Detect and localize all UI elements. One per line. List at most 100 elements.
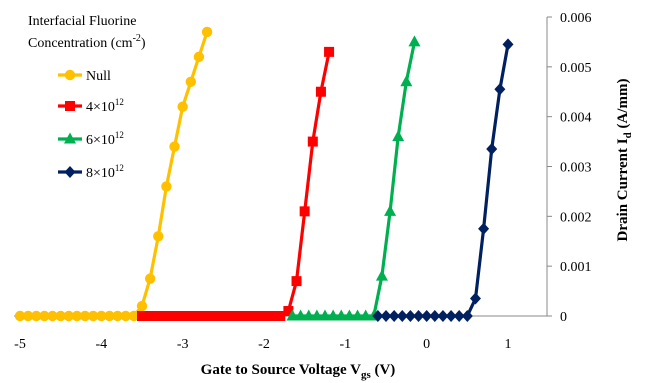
data-point — [169, 141, 180, 152]
data-point — [79, 310, 91, 322]
data-point — [486, 143, 498, 156]
legend-title-end: ) — [141, 36, 146, 51]
legend-label: 6×1012 — [86, 130, 124, 148]
legend-title-line1: Interfacial Fluorine — [28, 14, 136, 29]
data-point — [64, 166, 76, 178]
series-610 — [286, 35, 421, 321]
data-point — [63, 310, 74, 322]
data-point — [299, 206, 310, 217]
data-point — [502, 38, 514, 51]
y-axis: 0 0.001 0.002 0.003 0.004 0.005 0.006 — [546, 11, 592, 325]
y-axis-title: Drain Current Id (A/mm) — [615, 79, 634, 242]
data-point — [294, 309, 307, 321]
x-tick-label: -2 — [258, 337, 270, 352]
data-point — [120, 310, 131, 322]
y-tick-label: 0.005 — [560, 61, 592, 76]
data-point — [96, 310, 107, 322]
data-point — [259, 311, 269, 321]
data-point — [65, 101, 75, 111]
series-810 — [372, 38, 514, 322]
data-point — [307, 136, 318, 147]
data-point — [327, 309, 340, 321]
data-point — [112, 310, 123, 322]
data-point — [408, 35, 421, 47]
data-point — [47, 310, 58, 322]
data-point — [380, 310, 392, 322]
data-point — [242, 311, 253, 321]
data-point — [202, 311, 213, 321]
series-layer — [14, 26, 514, 322]
legend-label-text: 6×10 — [86, 133, 115, 148]
data-point — [384, 204, 397, 216]
legend-title-superscript: -2 — [133, 33, 141, 44]
legend-label-superscript: 12 — [115, 97, 124, 107]
data-point — [283, 306, 294, 317]
legend-label: Null — [86, 69, 111, 84]
data-point — [153, 231, 164, 242]
data-point — [445, 310, 457, 322]
series-null — [14, 26, 213, 322]
data-point — [64, 132, 76, 144]
data-point — [469, 292, 481, 305]
legend-label-text: 4×10 — [86, 100, 115, 115]
data-point — [88, 310, 99, 322]
data-point — [315, 86, 326, 97]
data-point — [461, 310, 473, 322]
data-point — [144, 273, 156, 284]
data-point — [310, 309, 323, 321]
x-tick-label: -1 — [339, 337, 351, 352]
data-point — [22, 310, 34, 322]
data-point — [319, 309, 331, 321]
data-point — [324, 46, 335, 57]
series-line — [377, 44, 510, 318]
data-point — [226, 311, 237, 321]
data-point — [429, 310, 441, 322]
data-point — [218, 311, 229, 321]
data-point — [177, 101, 188, 112]
legend-item: 8×1012 — [58, 163, 124, 181]
data-point — [153, 311, 164, 321]
data-point — [351, 309, 364, 321]
data-point — [193, 311, 204, 321]
data-point — [177, 311, 188, 321]
data-point — [185, 311, 196, 321]
y-tick-label: 0.006 — [560, 11, 592, 26]
data-point — [71, 310, 83, 322]
x-axis-title: Gate to Source Voltage Vgs (V) — [201, 362, 396, 381]
data-point — [392, 130, 405, 142]
data-point — [291, 276, 302, 287]
x-tick-label: 0 — [423, 337, 430, 352]
legend-label: 4×1012 — [86, 97, 124, 115]
legend-label-text: 8×10 — [86, 166, 115, 181]
legend-item: 4×1012 — [58, 97, 124, 115]
x-tick-label: 1 — [505, 337, 512, 352]
data-point — [421, 310, 433, 322]
data-point — [400, 75, 413, 87]
y-tick-label: 0.002 — [560, 210, 592, 225]
legend-label-superscript: 12 — [115, 130, 124, 140]
data-point — [128, 310, 140, 322]
data-point — [343, 309, 356, 321]
legend-label-text: Null — [86, 69, 111, 84]
data-point — [234, 311, 245, 321]
data-point — [286, 309, 299, 321]
data-point — [275, 311, 286, 321]
data-point — [478, 222, 490, 235]
legend-label-superscript: 12 — [115, 163, 124, 173]
data-point — [453, 310, 465, 322]
data-point — [161, 181, 172, 192]
data-point — [185, 76, 196, 87]
data-point — [31, 310, 42, 322]
data-point — [145, 311, 156, 321]
data-point — [14, 310, 26, 322]
data-point — [396, 310, 408, 322]
x-tick-label: -4 — [95, 337, 107, 352]
legend-item: Null — [58, 69, 111, 84]
data-point — [494, 83, 506, 96]
data-point — [210, 311, 221, 321]
data-point — [335, 309, 348, 321]
x-tick-label: -3 — [177, 337, 189, 352]
data-point — [302, 309, 315, 321]
data-point — [64, 69, 76, 81]
